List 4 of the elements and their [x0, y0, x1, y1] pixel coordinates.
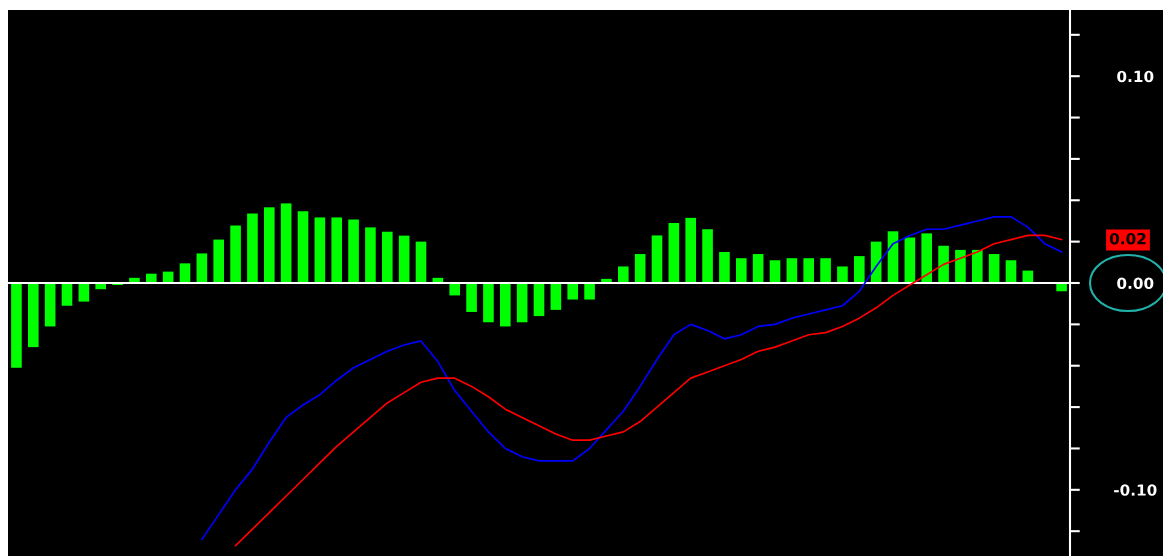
- text: 0.02: [1109, 232, 1146, 245]
- y-tick-label: 0.10: [1117, 70, 1154, 83]
- y-tick-label: -0.10: [1114, 484, 1157, 496]
- y-tick-label: 0.00: [1117, 277, 1154, 290]
